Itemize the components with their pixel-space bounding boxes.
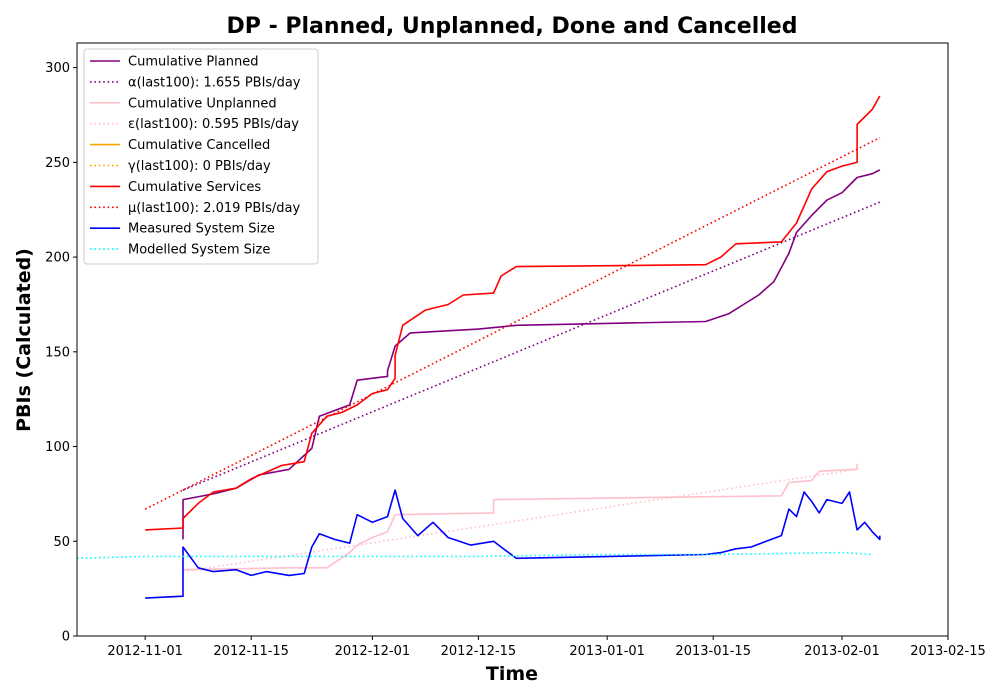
- legend-label-last100-2-019-pbis-day: μ(last100): 2.019 PBIs/day: [128, 201, 300, 216]
- legend-label-last100-0-595-pbis-day: ε(last100): 0.595 PBIs/day: [128, 117, 299, 132]
- y-tick-label: 100: [45, 440, 70, 455]
- x-tick-label: 2012-12-01: [335, 644, 411, 659]
- y-tick-label: 0: [62, 630, 70, 645]
- x-tick-label: 2012-12-15: [441, 644, 517, 659]
- series-line-7: [144, 136, 881, 510]
- x-axis-label: Time: [486, 663, 538, 685]
- legend-label-cumulative-unplanned: Cumulative Unplanned: [128, 96, 277, 111]
- x-tick-label: 2012-11-01: [107, 644, 183, 659]
- y-axis-label: PBIs (Calculated): [13, 248, 35, 432]
- series-line-0: [182, 169, 881, 540]
- legend: Cumulative Planned α(last100): 1.655 PBIs…: [83, 48, 319, 265]
- y-tick-label: 150: [45, 345, 70, 360]
- y-tick-label: 200: [45, 251, 70, 266]
- plot-frame: [76, 42, 949, 637]
- legend-label-measured-system-size: Measured System Size: [128, 222, 275, 237]
- series-line-3: [182, 468, 858, 573]
- series-line-8: [145, 489, 881, 599]
- y-tick-label: 50: [53, 535, 70, 550]
- legend-label-last100-1-655-pbis-day: α(last100): 1.655 PBIs/day: [128, 75, 301, 90]
- legend-box: [83, 48, 319, 265]
- x-tick-label: 2013-01-15: [675, 644, 751, 659]
- plot-series: [76, 95, 881, 599]
- y-tick-label: 300: [45, 61, 70, 76]
- x-axis: 2012-11-01 2012-11-15 2012-12-01 2012-12-15…: [107, 636, 986, 659]
- legend-label-modelled-system-size: Modelled System Size: [128, 243, 270, 258]
- x-tick-label: 2013-01-01: [569, 644, 645, 659]
- series-line-6: [145, 95, 881, 531]
- legend-label-cumulative-cancelled: Cumulative Cancelled: [128, 138, 270, 153]
- x-tick-label: 2013-02-01: [804, 644, 880, 659]
- chart-title: DP - Planned, Unplanned, Done and Cancel…: [227, 14, 798, 39]
- x-tick-label: 2013-02-15: [910, 644, 986, 659]
- y-tick-label: 250: [45, 156, 70, 171]
- legend-label-cumulative-services: Cumulative Services: [128, 180, 261, 195]
- y-axis: 0 50 100 150 200 250 300: [45, 61, 77, 645]
- x-tick-label: 2012-11-15: [213, 644, 289, 659]
- legend-label-last100-0-pbis-day: γ(last100): 0 PBIs/day: [128, 159, 271, 174]
- series-line-2: [182, 463, 858, 571]
- legend-label-cumulative-planned: Cumulative Planned: [128, 55, 258, 70]
- series-line-9: [76, 551, 873, 560]
